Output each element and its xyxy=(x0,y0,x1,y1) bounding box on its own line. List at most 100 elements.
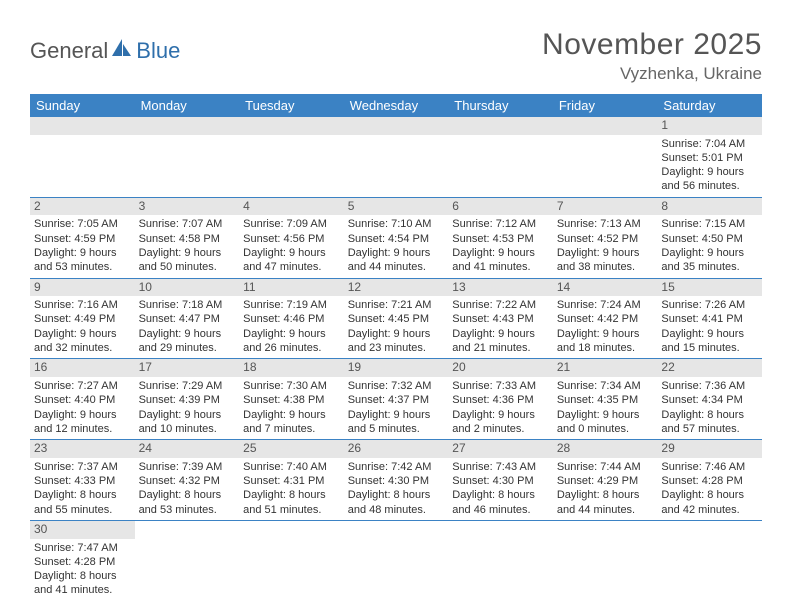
sunset-text: Sunset: 4:52 PM xyxy=(557,232,654,246)
day-cell: 19Sunrise: 7:32 AMSunset: 4:37 PMDayligh… xyxy=(344,359,449,439)
day-number: 8 xyxy=(657,198,762,216)
day-cell xyxy=(553,117,658,197)
daylight-text: Daylight: 9 hours xyxy=(557,327,654,341)
day-cell: 13Sunrise: 7:22 AMSunset: 4:43 PMDayligh… xyxy=(448,279,553,359)
sunset-text: Sunset: 4:34 PM xyxy=(661,393,758,407)
day-header: Friday xyxy=(553,94,658,117)
day-number: 11 xyxy=(239,279,344,297)
sunset-text: Sunset: 4:40 PM xyxy=(34,393,131,407)
day-header: Wednesday xyxy=(344,94,449,117)
day-cell: 7Sunrise: 7:13 AMSunset: 4:52 PMDaylight… xyxy=(553,198,658,278)
sunset-text: Sunset: 4:37 PM xyxy=(348,393,445,407)
day-number: 15 xyxy=(657,279,762,297)
day-number: 19 xyxy=(344,359,449,377)
day-header: Thursday xyxy=(448,94,553,117)
daylight-text: and 44 minutes. xyxy=(557,503,654,517)
day-cell: 26Sunrise: 7:42 AMSunset: 4:30 PMDayligh… xyxy=(344,440,449,520)
day-number-empty xyxy=(553,117,658,135)
sunset-text: Sunset: 4:50 PM xyxy=(661,232,758,246)
daylight-text: and 57 minutes. xyxy=(661,422,758,436)
week-row: 1Sunrise: 7:04 AMSunset: 5:01 PMDaylight… xyxy=(30,117,762,198)
sunrise-text: Sunrise: 7:47 AM xyxy=(34,541,131,555)
day-cell: 14Sunrise: 7:24 AMSunset: 4:42 PMDayligh… xyxy=(553,279,658,359)
daylight-text: Daylight: 8 hours xyxy=(661,488,758,502)
daylight-text: and 18 minutes. xyxy=(557,341,654,355)
sunset-text: Sunset: 4:30 PM xyxy=(348,474,445,488)
daylight-text: Daylight: 9 hours xyxy=(34,327,131,341)
day-number: 13 xyxy=(448,279,553,297)
daylight-text: and 42 minutes. xyxy=(661,503,758,517)
day-number: 7 xyxy=(553,198,658,216)
day-number: 17 xyxy=(135,359,240,377)
day-number-empty xyxy=(30,117,135,135)
day-cell xyxy=(135,521,240,601)
week-row: 9Sunrise: 7:16 AMSunset: 4:49 PMDaylight… xyxy=(30,279,762,360)
daylight-text: and 2 minutes. xyxy=(452,422,549,436)
day-cell: 5Sunrise: 7:10 AMSunset: 4:54 PMDaylight… xyxy=(344,198,449,278)
sunrise-text: Sunrise: 7:42 AM xyxy=(348,460,445,474)
day-cell: 8Sunrise: 7:15 AMSunset: 4:50 PMDaylight… xyxy=(657,198,762,278)
daylight-text: and 21 minutes. xyxy=(452,341,549,355)
daylight-text: Daylight: 9 hours xyxy=(139,408,236,422)
day-number: 30 xyxy=(30,521,135,539)
day-cell: 27Sunrise: 7:43 AMSunset: 4:30 PMDayligh… xyxy=(448,440,553,520)
sunset-text: Sunset: 5:01 PM xyxy=(661,151,758,165)
daylight-text: Daylight: 9 hours xyxy=(34,408,131,422)
day-number: 20 xyxy=(448,359,553,377)
sunrise-text: Sunrise: 7:46 AM xyxy=(661,460,758,474)
sunrise-text: Sunrise: 7:34 AM xyxy=(557,379,654,393)
day-cell: 2Sunrise: 7:05 AMSunset: 4:59 PMDaylight… xyxy=(30,198,135,278)
day-number-empty xyxy=(448,117,553,135)
daylight-text: Daylight: 9 hours xyxy=(243,408,340,422)
sunset-text: Sunset: 4:59 PM xyxy=(34,232,131,246)
sunset-text: Sunset: 4:56 PM xyxy=(243,232,340,246)
day-header: Monday xyxy=(135,94,240,117)
daylight-text: and 26 minutes. xyxy=(243,341,340,355)
day-cell xyxy=(657,521,762,601)
day-cell: 15Sunrise: 7:26 AMSunset: 4:41 PMDayligh… xyxy=(657,279,762,359)
daylight-text: Daylight: 9 hours xyxy=(139,327,236,341)
day-number: 10 xyxy=(135,279,240,297)
day-number: 22 xyxy=(657,359,762,377)
daylight-text: and 29 minutes. xyxy=(139,341,236,355)
sunset-text: Sunset: 4:53 PM xyxy=(452,232,549,246)
daylight-text: Daylight: 9 hours xyxy=(139,246,236,260)
day-cell xyxy=(448,521,553,601)
daylight-text: and 41 minutes. xyxy=(452,260,549,274)
sunset-text: Sunset: 4:45 PM xyxy=(348,312,445,326)
day-number: 21 xyxy=(553,359,658,377)
sunrise-text: Sunrise: 7:36 AM xyxy=(661,379,758,393)
day-number: 25 xyxy=(239,440,344,458)
sunrise-text: Sunrise: 7:27 AM xyxy=(34,379,131,393)
daylight-text: and 7 minutes. xyxy=(243,422,340,436)
day-cell: 11Sunrise: 7:19 AMSunset: 4:46 PMDayligh… xyxy=(239,279,344,359)
day-number: 23 xyxy=(30,440,135,458)
daylight-text: and 41 minutes. xyxy=(34,583,131,597)
daylight-text: and 56 minutes. xyxy=(661,179,758,193)
daylight-text: Daylight: 8 hours xyxy=(661,408,758,422)
day-cell: 25Sunrise: 7:40 AMSunset: 4:31 PMDayligh… xyxy=(239,440,344,520)
sunset-text: Sunset: 4:30 PM xyxy=(452,474,549,488)
daylight-text: Daylight: 8 hours xyxy=(452,488,549,502)
sunrise-text: Sunrise: 7:19 AM xyxy=(243,298,340,312)
day-cell: 30Sunrise: 7:47 AMSunset: 4:28 PMDayligh… xyxy=(30,521,135,601)
daylight-text: and 38 minutes. xyxy=(557,260,654,274)
sunrise-text: Sunrise: 7:21 AM xyxy=(348,298,445,312)
sunset-text: Sunset: 4:46 PM xyxy=(243,312,340,326)
day-header-row: Sunday Monday Tuesday Wednesday Thursday… xyxy=(30,94,762,117)
title-block: November 2025 Vyzhenka, Ukraine xyxy=(542,28,762,84)
sunset-text: Sunset: 4:38 PM xyxy=(243,393,340,407)
day-header: Saturday xyxy=(657,94,762,117)
day-number-empty xyxy=(135,117,240,135)
day-cell: 29Sunrise: 7:46 AMSunset: 4:28 PMDayligh… xyxy=(657,440,762,520)
daylight-text: Daylight: 9 hours xyxy=(348,246,445,260)
daylight-text: and 15 minutes. xyxy=(661,341,758,355)
day-number: 4 xyxy=(239,198,344,216)
sunset-text: Sunset: 4:33 PM xyxy=(34,474,131,488)
daylight-text: Daylight: 8 hours xyxy=(34,488,131,502)
sunrise-text: Sunrise: 7:43 AM xyxy=(452,460,549,474)
day-number: 16 xyxy=(30,359,135,377)
daylight-text: and 0 minutes. xyxy=(557,422,654,436)
daylight-text: and 51 minutes. xyxy=(243,503,340,517)
day-cell: 3Sunrise: 7:07 AMSunset: 4:58 PMDaylight… xyxy=(135,198,240,278)
